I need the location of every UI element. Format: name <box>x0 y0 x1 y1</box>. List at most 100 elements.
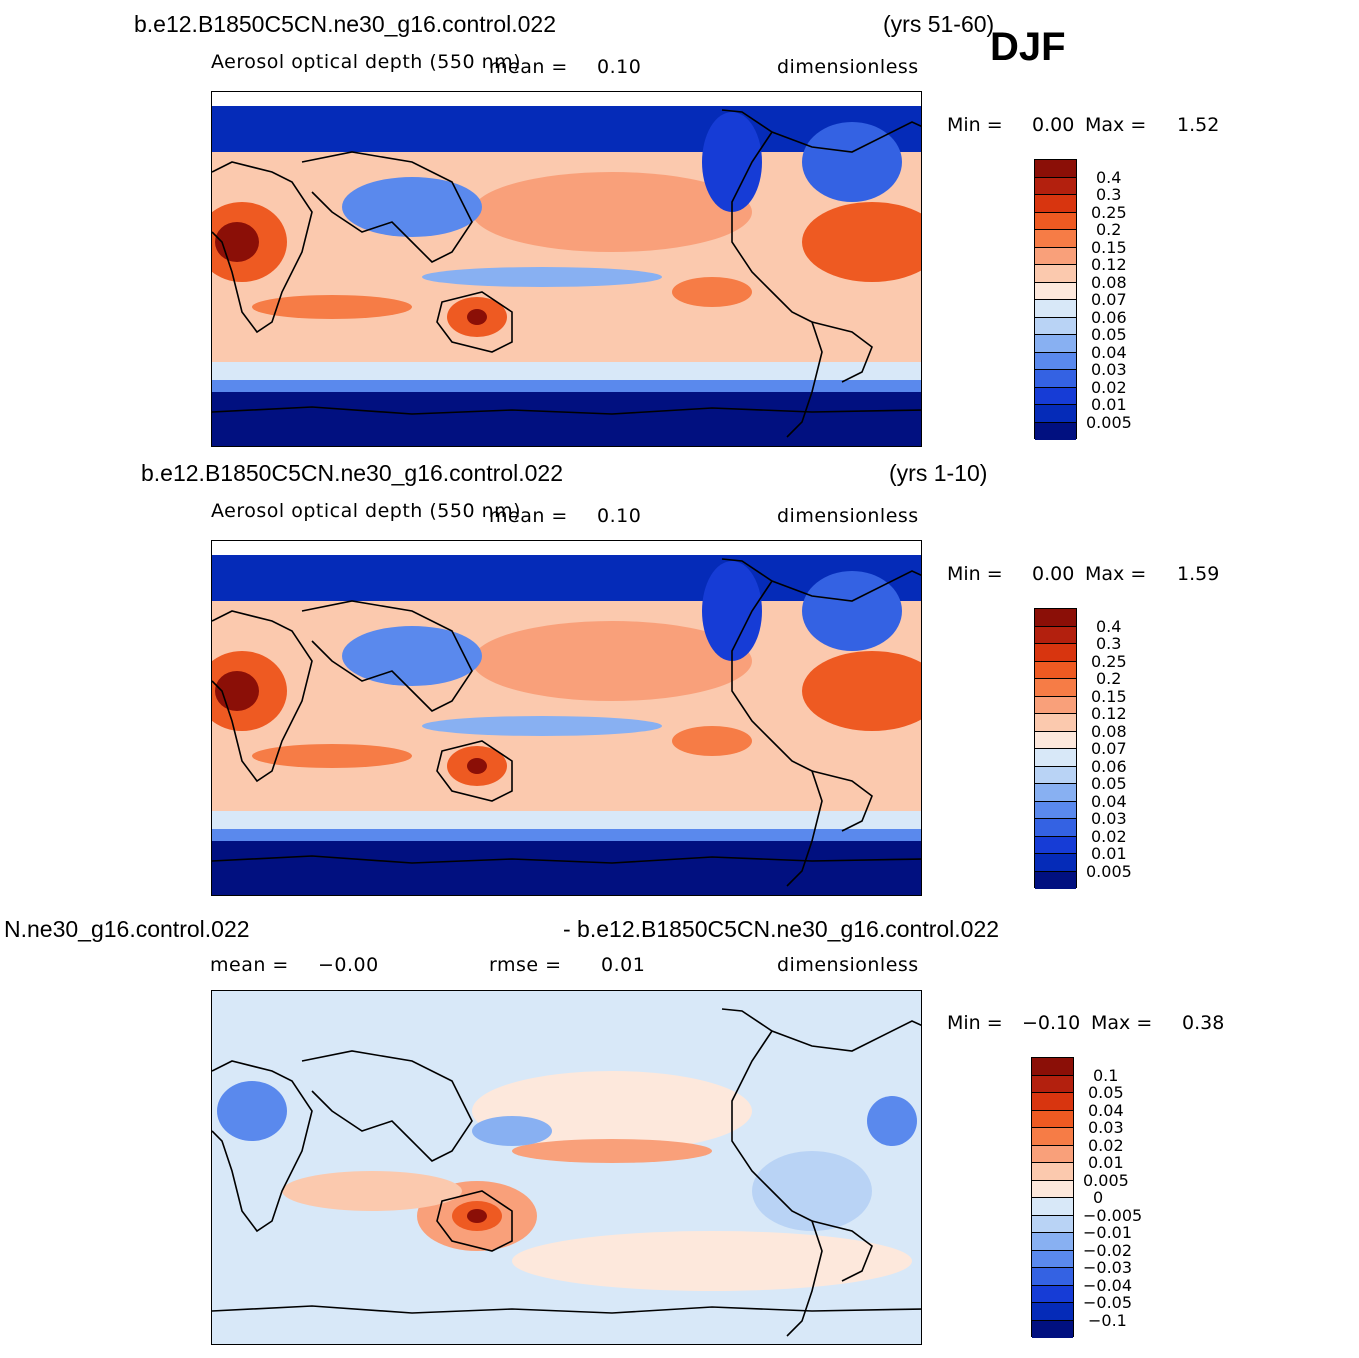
colorbar-label: 0.12 <box>1091 255 1127 274</box>
panel1-case-title: b.e12.B1850C5CN.ne30_g16.control.022 <box>134 11 556 37</box>
panel3-max-value: 0.38 <box>1182 1012 1225 1034</box>
colorbar-label: 0 <box>1093 1188 1104 1207</box>
colorbar-swatch <box>1032 1320 1073 1338</box>
colorbar-swatch <box>1035 300 1076 318</box>
colorbar-swatch <box>1035 626 1076 644</box>
panel3-case-title: N.ne30_g16.control.022 <box>4 916 250 942</box>
panel2-max-value: 1.59 <box>1177 563 1220 585</box>
coastline <box>212 1305 921 1314</box>
panel1-min-label: Min = <box>947 114 1003 136</box>
colorbar-swatch <box>1035 749 1076 767</box>
colorbar-swatch <box>1032 1215 1073 1233</box>
colorbar-swatch <box>1032 1128 1073 1146</box>
colorbar-label: 0.04 <box>1091 791 1127 811</box>
colorbar-swatch <box>1035 370 1076 388</box>
colorbar-swatch <box>1032 1250 1073 1268</box>
coastline <box>301 1050 473 1162</box>
panel2-colorbar <box>1034 608 1077 889</box>
panel2-variable: Aerosol optical depth (550 nm) <box>211 500 522 522</box>
coastline <box>721 1008 921 1052</box>
colorbar-label: 0.2 <box>1096 669 1122 688</box>
panel2-min-value: 0.00 <box>1032 563 1075 585</box>
panel3-colorbar <box>1031 1057 1074 1338</box>
colorbar-label: 0.05 <box>1088 1083 1124 1102</box>
colorbar-swatch <box>1032 1303 1073 1321</box>
colorbar-swatch <box>1035 387 1076 405</box>
colorbar-swatch <box>1032 1285 1073 1303</box>
coastline <box>721 109 921 153</box>
panel2-min-label: Min = <box>947 563 1003 585</box>
colorbar-label: 0.03 <box>1088 1118 1124 1137</box>
panel3-max-label: Max = <box>1091 1012 1153 1034</box>
colorbar-label: −0.1 <box>1088 1310 1127 1330</box>
colorbar-swatch <box>1035 335 1076 353</box>
colorbar-swatch <box>1032 1163 1073 1181</box>
colorbar-label: 0.01 <box>1091 844 1127 863</box>
coastline <box>212 161 313 334</box>
colorbar-swatch <box>1032 1233 1073 1251</box>
colorbar-swatch <box>1035 801 1076 819</box>
colorbar-swatch <box>1035 661 1076 679</box>
colorbar-swatch <box>1035 766 1076 784</box>
colorbar-label: 0.02 <box>1091 826 1127 846</box>
panel3-rmse-label: rmse = <box>489 954 562 976</box>
colorbar-swatch <box>1035 871 1076 889</box>
coastline <box>212 855 921 864</box>
panel2-units: dimensionless <box>777 505 919 527</box>
panel1-years: (yrs 51-60) <box>883 11 995 37</box>
colorbar-label: 0.03 <box>1091 809 1127 828</box>
panel1-variable: Aerosol optical depth (550 nm) <box>211 51 522 73</box>
colorbar-swatch <box>1032 1110 1073 1128</box>
colorbar-label: 0.02 <box>1088 1135 1124 1155</box>
map-field <box>212 991 921 1344</box>
coastline <box>731 580 823 887</box>
colorbar-swatch <box>1032 1198 1073 1216</box>
colorbar-label: 0.02 <box>1091 377 1127 397</box>
colorbar-label: 0.4 <box>1096 616 1122 636</box>
panel2-mean-label: mean = <box>489 505 568 527</box>
panel3-rmse-value: 0.01 <box>601 954 646 976</box>
colorbar-swatch <box>1035 784 1076 802</box>
colorbar-label: 0.03 <box>1091 360 1127 379</box>
panel1-mean-value: 0.10 <box>597 56 642 78</box>
colorbar-swatch <box>1035 405 1076 423</box>
colorbar-swatch <box>1035 422 1076 440</box>
map-field <box>212 541 921 895</box>
colorbar-label: 0.12 <box>1091 704 1127 723</box>
colorbar-label: −0.03 <box>1083 1258 1133 1277</box>
coastline <box>721 558 921 602</box>
colorbar-swatch <box>1035 265 1076 283</box>
panel2-colorbar-labels: 0.4 0.3 0.25 0.2 0.15 0.12 0.08 0.07 0.06 0.05 0.0… <box>1086 608 1146 888</box>
coastline <box>731 1030 823 1337</box>
colorbar-label: 0.005 <box>1083 1170 1129 1190</box>
coastline <box>811 770 873 832</box>
colorbar-label: 0.005 <box>1086 412 1132 432</box>
colorbar-swatch <box>1035 609 1076 627</box>
season-label: DJF <box>990 25 1066 69</box>
panel2-years: (yrs 1-10) <box>889 460 988 486</box>
colorbar-label: 0.15 <box>1091 237 1127 257</box>
panel2-mean-value: 0.10 <box>597 505 642 527</box>
colorbar-swatch <box>1035 819 1076 837</box>
colorbar-swatch <box>1032 1180 1073 1198</box>
colorbar-label: 0.04 <box>1088 1100 1124 1120</box>
colorbar-label: 0.15 <box>1091 686 1127 706</box>
coastline <box>436 1190 513 1252</box>
panel1-min-value: 0.00 <box>1032 114 1075 136</box>
panel1-colorbar <box>1034 159 1077 440</box>
panel3-min-label: Min = <box>947 1012 1003 1034</box>
colorbar-label: 0.005 <box>1086 861 1132 881</box>
coastline <box>436 291 513 353</box>
colorbar-swatch <box>1032 1093 1073 1111</box>
coastline <box>212 406 921 415</box>
coastline <box>212 610 313 783</box>
colorbar-swatch <box>1035 731 1076 749</box>
colorbar-label: 0.05 <box>1091 325 1127 344</box>
colorbar-swatch <box>1035 352 1076 370</box>
panel1-map <box>211 91 922 447</box>
colorbar-label: 0.3 <box>1096 634 1122 653</box>
colorbar-swatch <box>1035 160 1076 178</box>
coastline <box>436 740 513 802</box>
colorbar-swatch <box>1032 1145 1073 1163</box>
panel3-case-compare: - b.e12.B1850C5CN.ne30_g16.control.022 <box>563 916 1000 942</box>
